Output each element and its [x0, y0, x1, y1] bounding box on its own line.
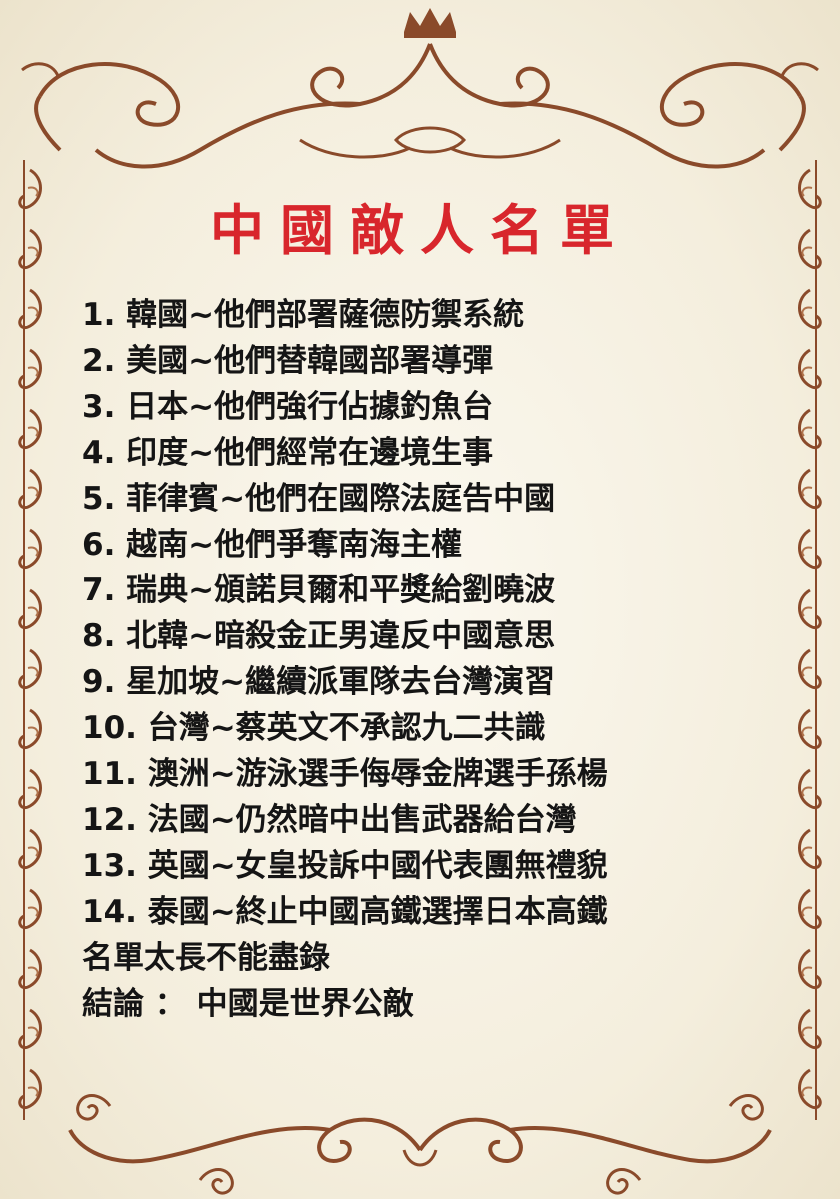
list-item: 2. 美國~他們替韓國部署導彈: [82, 342, 494, 379]
list-item: 9. 星加坡~繼續派軍隊去台灣演習: [82, 664, 556, 701]
enemy-list: 1. 韓國~他們部署薩德防禦系統 2. 美國~他們替韓國部署導彈 3. 日本~他…: [82, 293, 782, 1028]
list-item: 6. 越南~他們爭奪南海主權: [82, 526, 463, 563]
list-item: 4. 印度~他們經常在邊境生事: [82, 434, 494, 471]
list-item: 1. 韓國~他們部署薩德防禦系統: [82, 297, 525, 333]
list-item: 11. 澳洲~游泳選手侮辱金牌選手孫楊: [82, 756, 608, 793]
list-item: 10. 台灣~蔡英文不承認九二共識: [82, 710, 546, 747]
list-item: 12. 法國~仍然暗中出售武器給台灣: [82, 801, 577, 838]
list-item: 8. 北韓~暗殺金正男違反中國意思: [82, 618, 556, 655]
top-left-corner-ornament: [21, 62, 181, 152]
conclusion-text: 結論 ： 中國是世界公敵: [82, 985, 414, 1022]
bottom-flourish-ornament: [68, 1093, 772, 1196]
page-title: 中國敵人名單: [210, 198, 630, 262]
right-side-ornament: [798, 160, 822, 1120]
crown-icon: [404, 8, 456, 38]
top-right-corner-ornament: [659, 62, 819, 152]
list-item: 5. 菲律賓~他們在國際法庭告中國: [82, 480, 556, 517]
list-item: 13. 英國~女皇投訴中國代表團無禮貌: [82, 847, 608, 884]
note-text: 名單太長不能盡錄: [82, 939, 330, 976]
left-side-ornament: [18, 160, 42, 1120]
top-flourish-ornament: [94, 43, 766, 169]
list-item: 7. 瑞典~頒諾貝爾和平獎給劉曉波: [82, 572, 556, 609]
list-item: 3. 日本~他們強行佔據釣魚台: [82, 388, 494, 425]
list-item: 14. 泰國~終止中國高鐵選擇日本高鐵: [82, 893, 608, 930]
